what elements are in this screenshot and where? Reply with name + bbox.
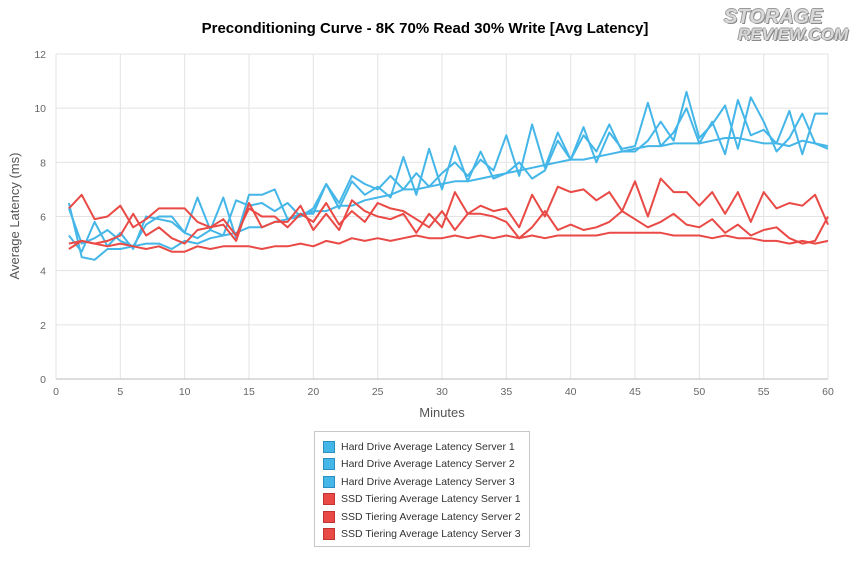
legend-label: Hard Drive Average Latency Server 1 (341, 440, 515, 453)
logo-line-1: STORAGE (724, 6, 823, 28)
legend-item-5[interactable]: SSD Tiering Average Latency Server 2 (323, 508, 529, 526)
legend-label: Hard Drive Average Latency Server 3 (341, 475, 515, 488)
x-tick-label: 45 (629, 386, 641, 398)
legend-swatch (323, 528, 335, 541)
y-tick-label: 2 (40, 320, 46, 332)
legend-swatch (323, 493, 335, 506)
series-line-3 (67, 90, 829, 248)
chart-title: Preconditioning Curve - 8K 70% Read 30% … (201, 20, 649, 37)
x-tick-label: 0 (53, 386, 59, 398)
legend-label: SSD Tiering Average Latency Server 3 (341, 528, 521, 541)
series-line-5 (68, 177, 829, 242)
y-tick-label: 4 (40, 266, 46, 278)
x-tick-label: 5 (117, 386, 123, 398)
y-tick-label: 0 (40, 374, 46, 386)
legend-item-4[interactable]: SSD Tiering Average Latency Server 1 (323, 491, 529, 509)
storagereview-logo: STORAGE REVIEW.COM (718, 6, 848, 46)
legend-label: SSD Tiering Average Latency Server 1 (341, 493, 521, 506)
y-tick-label: 6 (40, 212, 46, 224)
legend-item-1[interactable]: Hard Drive Average Latency Server 1 (323, 438, 529, 456)
y-tick-label: 12 (34, 49, 46, 61)
legend-swatch (323, 440, 335, 453)
legend-item-6[interactable]: SSD Tiering Average Latency Server 3 (323, 526, 529, 544)
x-tick-label: 10 (179, 386, 191, 398)
x-tick-label: 20 (307, 386, 319, 398)
chart-series (67, 90, 829, 261)
x-tick-label: 60 (822, 386, 834, 398)
series-line-4 (68, 231, 829, 253)
x-axis-label: Minutes (419, 405, 465, 420)
chart-axes: 0 2 4 6 8 10 12 0 5 10 15 20 25 30 35 40 45 50 55 60 (34, 49, 834, 398)
legend-label: Hard Drive Average Latency Server 2 (341, 458, 515, 471)
legend-item-3[interactable]: Hard Drive Average Latency Server 3 (323, 473, 529, 491)
x-tick-label: 40 (565, 386, 577, 398)
x-tick-label: 25 (372, 386, 384, 398)
series-line-6 (68, 202, 829, 245)
legend-swatch (323, 475, 335, 488)
y-tick-label: 10 (34, 103, 46, 115)
legend-label: SSD Tiering Average Latency Server 2 (341, 510, 521, 523)
x-tick-label: 15 (243, 386, 255, 398)
x-tick-label: 35 (500, 386, 512, 398)
y-tick-label: 8 (40, 157, 46, 169)
series-line-1 (67, 137, 829, 261)
y-axis-label: Average Latency (ms) (7, 153, 22, 280)
legend-swatch (323, 510, 335, 523)
logo-line-2: REVIEW.COM (738, 25, 849, 44)
x-tick-label: 30 (436, 386, 448, 398)
chart-legend: Hard Drive Average Latency Server 1 Hard … (314, 431, 530, 547)
line-chart: 0 2 4 6 8 10 12 0 5 10 15 20 25 30 35 40 45 50 55 60 Minute… (7, 49, 834, 420)
x-tick-label: 50 (693, 386, 705, 398)
legend-swatch (323, 458, 335, 471)
legend-item-2[interactable]: Hard Drive Average Latency Server 2 (323, 456, 529, 474)
x-tick-label: 55 (758, 386, 770, 398)
